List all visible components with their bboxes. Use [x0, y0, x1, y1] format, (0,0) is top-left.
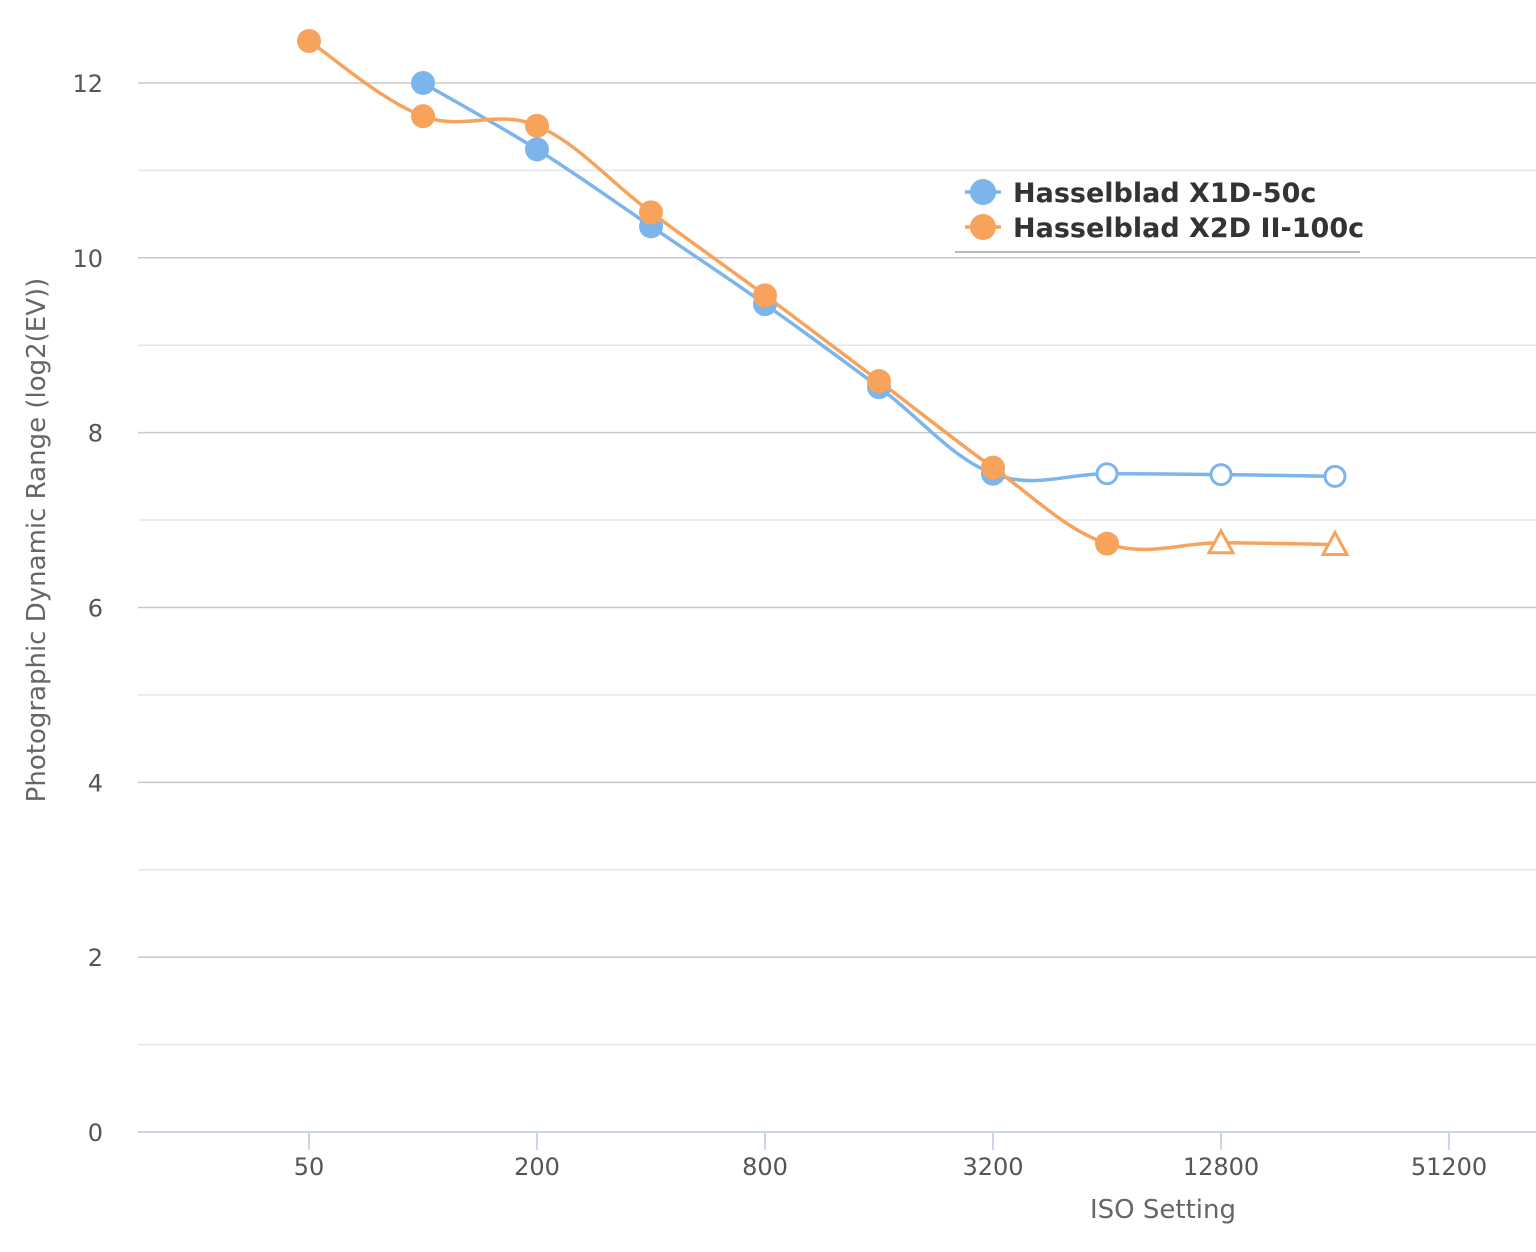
data-point: [1095, 531, 1119, 556]
data-point: [1095, 462, 1119, 486]
x-tick-label: 50: [294, 1153, 325, 1181]
y-axis-title: Photographic Dynamic Range (log2(EV)): [22, 278, 52, 803]
data-point: [411, 104, 435, 129]
x-axis-title: ISO Setting: [1090, 1195, 1236, 1225]
legend-item: Hasselblad X1D-50c: [965, 178, 1316, 209]
data-point: [753, 283, 777, 308]
axes: 0 2 4 6 8 10 12 50 200 800 3200 12800 51200: [72, 70, 1536, 1181]
x-tick-label: 200: [514, 1153, 560, 1181]
legend-label: Hasselblad X1D-50c: [1013, 178, 1316, 209]
plot-area: [297, 28, 1350, 557]
x-tick-label: 3200: [962, 1153, 1023, 1181]
data-point: [867, 369, 891, 394]
data-point: [525, 137, 549, 162]
y-tick-label: 8: [88, 420, 103, 448]
y-tick-label: 12: [72, 70, 103, 98]
legend: Hasselblad X1D-50c Hasselblad X2D II-100c: [955, 178, 1364, 253]
data-point: [1320, 529, 1350, 557]
x-tick-label: 51200: [1411, 1153, 1487, 1181]
x-tick-label: 800: [742, 1153, 788, 1181]
legend-label: Hasselblad X2D II-100c: [1013, 213, 1364, 244]
legend-marker: [970, 214, 996, 240]
y-tick-label: 2: [88, 944, 103, 972]
data-point: [411, 70, 435, 95]
y-tick-label: 6: [88, 594, 103, 622]
data-point: [525, 113, 549, 138]
data-point: [1323, 464, 1347, 488]
y-tick-label: 0: [88, 1119, 103, 1147]
data-point: [297, 28, 321, 53]
legend-item: Hasselblad X2D II-100c: [965, 213, 1364, 244]
y-tick-label: 10: [72, 245, 103, 273]
series-line: [308, 39, 1336, 552]
data-point: [1209, 463, 1233, 487]
grid: [138, 82, 1536, 1046]
x-tick-label: 12800: [1183, 1153, 1259, 1181]
data-point: [981, 455, 1005, 480]
series-2: [297, 28, 1350, 557]
series-line: [422, 81, 1336, 483]
data-point: [639, 200, 663, 225]
y-tick-label: 4: [88, 769, 103, 797]
legend-marker: [970, 179, 996, 205]
data-point: [1206, 527, 1236, 555]
